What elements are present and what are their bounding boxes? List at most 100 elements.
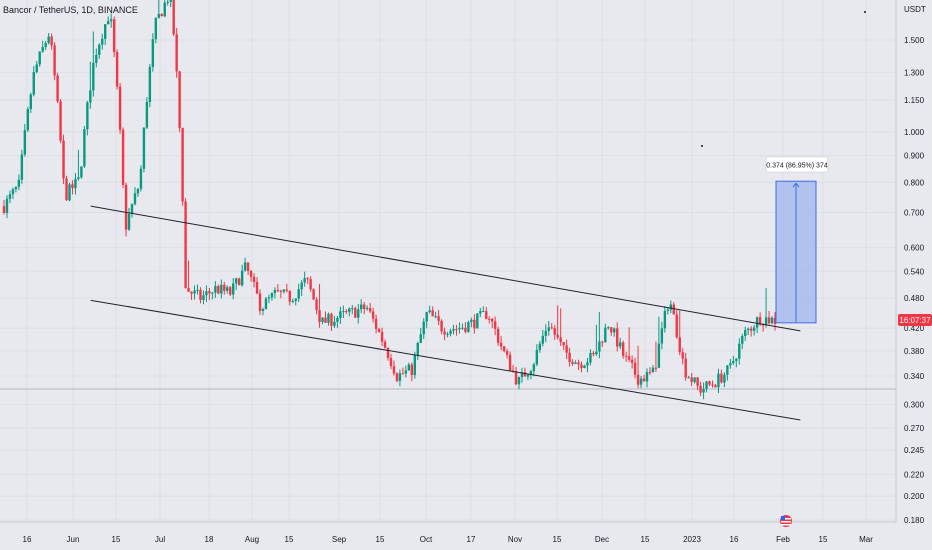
trendlines[interactable]	[90, 205, 801, 421]
candle-body	[237, 278, 241, 286]
candle-body	[50, 36, 53, 46]
price-tick-label: 0.540	[904, 267, 925, 276]
candle-body	[428, 310, 431, 313]
candle-body	[282, 289, 286, 292]
candle-body	[270, 293, 274, 298]
candle-body	[496, 328, 500, 343]
candle-body	[491, 318, 494, 322]
candle-body	[407, 364, 411, 371]
candle-body	[607, 327, 610, 329]
time-tick-label: 17	[467, 535, 476, 544]
candle-body	[580, 364, 583, 368]
candle-body	[211, 292, 214, 294]
candle-body	[261, 309, 265, 311]
candle-body	[604, 327, 607, 343]
candle-body	[425, 312, 428, 322]
candle-body	[380, 331, 384, 342]
candle-body	[499, 342, 503, 347]
time-tick-label: 15	[553, 535, 562, 544]
time-axis[interactable]: 16 Jun 15 Jul 18 Aug 15 Sep 15 Oct 17 Nov 15 Dec 15 202…	[0, 521, 896, 544]
candle-body	[95, 54, 98, 63]
candle-body	[752, 327, 756, 331]
time-tick-label: Aug	[245, 535, 259, 544]
price-tick-label: 0.200	[904, 492, 925, 501]
candle-body	[556, 334, 559, 338]
candle-body	[663, 310, 667, 329]
candle-body	[383, 341, 387, 348]
channel-upper-line[interactable]	[90, 205, 801, 332]
candle-body	[303, 278, 306, 283]
candle-body	[136, 189, 140, 194]
price-tick-label: 0.220	[904, 471, 925, 480]
candle-body	[544, 330, 547, 336]
candle-body	[181, 128, 184, 202]
chart-title: Bancor / TetherUS, 1D, BINANCE	[3, 5, 138, 15]
candle-body	[121, 129, 125, 185]
candle-body	[118, 86, 122, 130]
candle-body	[464, 327, 467, 332]
candle-body	[431, 310, 434, 317]
candle-body	[449, 330, 452, 334]
candle-body	[693, 377, 696, 382]
price-tick-label: 0.420	[904, 324, 925, 333]
price-tick-label: 0.300	[904, 400, 925, 409]
candle-body	[142, 127, 146, 169]
candle-body	[291, 300, 294, 302]
candle-body	[234, 278, 238, 284]
time-tick-label: 18	[205, 535, 214, 544]
candle-body	[208, 291, 211, 294]
candle-body	[139, 168, 143, 190]
candle-body	[636, 374, 640, 385]
candle-body	[333, 321, 336, 326]
time-tick-label: 15	[112, 535, 121, 544]
candle-body	[312, 289, 315, 300]
candle-body	[47, 36, 50, 43]
candle-body	[443, 331, 446, 335]
time-tick-label: 16	[23, 535, 32, 544]
time-tick-label: Sep	[332, 535, 347, 544]
candle-body	[761, 324, 765, 326]
candle-body	[723, 374, 726, 383]
candle-body	[702, 388, 705, 393]
candle-body	[321, 317, 324, 323]
price-tick-label: 0.180	[904, 516, 925, 525]
candle-body	[595, 351, 598, 355]
flag-icon[interactable]	[780, 515, 792, 527]
candle-body	[112, 19, 116, 53]
candle-body	[610, 327, 613, 333]
candle-body	[741, 335, 744, 344]
candle-body	[273, 290, 277, 294]
candle-body	[738, 343, 741, 359]
price-tick-label: 1.500	[904, 36, 925, 45]
candle-body	[577, 362, 580, 365]
candle-body	[371, 311, 375, 319]
price-tick-label: 1.000	[904, 128, 925, 137]
candle-body	[687, 377, 690, 379]
price-axis[interactable]: USDT 1.500 1.300 1.150 1.000 0.900 0.800 0.700…	[895, 0, 926, 525]
price-tick-label: 0.380	[904, 347, 925, 356]
candle-body	[758, 317, 762, 325]
candle-body	[115, 52, 119, 87]
candle-body	[89, 90, 92, 103]
candle-body	[562, 342, 565, 346]
candle-body	[538, 343, 542, 351]
candle-body	[92, 62, 95, 91]
candle-body	[345, 311, 348, 313]
candle-body	[488, 318, 491, 320]
price-range-measure[interactable]: 0.374 (86.95%) 374	[765, 156, 829, 324]
candle-body	[243, 262, 247, 271]
candle-body	[392, 366, 396, 374]
candle-body	[642, 378, 646, 382]
candle-body	[77, 177, 80, 179]
candle-body	[205, 291, 208, 296]
candle-body	[220, 284, 223, 294]
dot-marker	[864, 11, 866, 13]
candle-body	[214, 286, 217, 293]
candle-body	[720, 373, 723, 383]
candle-body	[187, 288, 190, 292]
candle-body	[422, 321, 425, 335]
channel-lower-line[interactable]	[90, 299, 801, 421]
candle-body	[56, 75, 59, 102]
candle-body	[324, 317, 327, 323]
